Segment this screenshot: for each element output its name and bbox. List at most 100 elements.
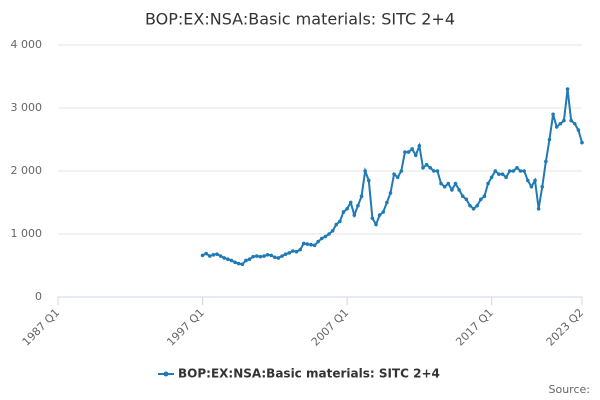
point (515, 166, 519, 170)
point (262, 254, 266, 258)
point (569, 118, 573, 123)
x-tick-label: 2007 Q1 (309, 306, 352, 349)
point (439, 181, 443, 186)
point (504, 175, 508, 180)
point (301, 241, 306, 246)
point (533, 178, 537, 183)
x-tick-label: 1997 Q1 (164, 306, 207, 349)
point (565, 87, 570, 91)
legend-marker (163, 371, 169, 377)
x-tick-label: 2017 Q1 (453, 306, 496, 349)
point (348, 200, 353, 205)
point (464, 197, 469, 202)
point (305, 242, 310, 246)
x-tick-label: 2023 Q2 (544, 306, 587, 349)
point (280, 254, 284, 258)
point (222, 256, 227, 260)
point (428, 166, 433, 170)
point (536, 207, 541, 211)
point (493, 169, 498, 173)
point (544, 159, 548, 164)
point (562, 118, 566, 123)
point (489, 175, 494, 180)
point (554, 125, 559, 129)
point (254, 254, 259, 258)
point (395, 175, 400, 180)
point (576, 128, 581, 132)
point (352, 213, 357, 217)
point (323, 234, 328, 239)
legend-label: BOP:EX:NSA:Basic materials: SITC 2+4 (178, 367, 440, 381)
point (486, 181, 490, 186)
point (432, 169, 436, 173)
point (388, 191, 393, 195)
point (327, 232, 331, 236)
point (341, 210, 346, 214)
point (497, 172, 501, 176)
point (446, 181, 451, 186)
point (457, 188, 461, 192)
point (265, 252, 270, 257)
point (558, 121, 563, 126)
chart-title: BOP:EX:NSA:Basic materials: SITC 2+4 (145, 10, 455, 29)
point (320, 236, 324, 241)
point (273, 255, 277, 260)
point (417, 144, 422, 148)
point (312, 243, 317, 248)
point (247, 257, 252, 262)
point (298, 247, 302, 252)
point (200, 253, 205, 258)
point (442, 184, 447, 189)
point (283, 252, 288, 256)
point (294, 249, 299, 254)
point (366, 178, 371, 183)
y-tick-label: 3 000 (11, 101, 43, 114)
point (500, 172, 505, 176)
point (251, 254, 255, 259)
point (287, 251, 292, 255)
point (392, 172, 396, 176)
point (453, 181, 458, 186)
point (218, 254, 223, 258)
point (204, 251, 208, 256)
point (236, 261, 241, 266)
point (399, 169, 404, 173)
y-tick-label: 4 000 (11, 38, 43, 51)
point (406, 150, 411, 154)
point (421, 166, 425, 170)
y-tick-label: 2 000 (11, 164, 43, 177)
point (435, 169, 440, 173)
point (258, 254, 263, 259)
point (316, 239, 320, 244)
point (276, 256, 281, 260)
point (377, 213, 382, 217)
point (309, 242, 313, 247)
point (215, 252, 219, 256)
point (511, 169, 516, 173)
point (547, 137, 552, 142)
point (233, 260, 237, 265)
point (359, 194, 364, 198)
point (374, 222, 378, 227)
point (403, 150, 407, 154)
point (572, 121, 577, 126)
point (385, 200, 389, 205)
point (468, 203, 472, 208)
x-tick-label: 1987 Q1 (20, 306, 63, 349)
point (424, 162, 429, 167)
y-tick-label: 1 000 (11, 227, 43, 240)
point (518, 169, 523, 173)
point (338, 219, 342, 224)
point (381, 210, 386, 214)
point (580, 140, 584, 145)
point (410, 147, 414, 151)
point (507, 169, 512, 173)
point (363, 169, 367, 173)
point (460, 194, 465, 198)
point (207, 254, 212, 258)
point (244, 258, 248, 263)
point (522, 169, 526, 173)
point (479, 197, 483, 202)
point (482, 194, 487, 198)
